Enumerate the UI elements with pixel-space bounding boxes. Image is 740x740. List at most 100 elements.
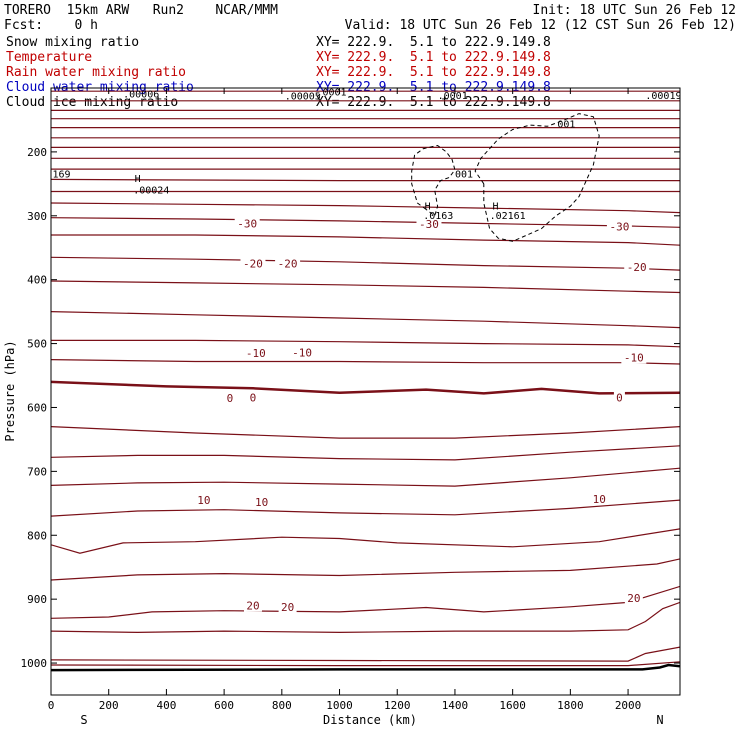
isotherm-zero-line: [51, 380, 680, 395]
x-tick-label: 1200: [384, 699, 411, 712]
x-tick-label: 1600: [499, 699, 526, 712]
header-line2-right: Valid: 18 UTC Sun 26 Feb 12 (12 CST Sun …: [344, 18, 736, 33]
isotherm-line: [51, 467, 680, 487]
temperature-label-bg: [624, 259, 650, 273]
legend-xy: XY= 222.9. 5.1 to 222.9.149.8: [316, 35, 551, 50]
legend-xy: XY= 222.9. 5.1 to 222.9.149.8: [316, 95, 551, 110]
mixing-ratio-label: H: [135, 174, 141, 185]
cloud-ice-contour: [411, 144, 456, 217]
x-tick-label: 1000: [326, 699, 353, 712]
temperature-label: 0: [250, 391, 257, 404]
y-tick-label: 500: [27, 338, 47, 351]
temperature-label: 10: [593, 493, 606, 506]
mixing-ratio-label: 001: [455, 169, 473, 180]
x-tick-label: 800: [272, 699, 292, 712]
isotherm-line: [51, 661, 680, 667]
temperature-label-bg: [247, 390, 259, 404]
temperature-label: -30: [419, 218, 439, 231]
legend-xy: XY= 222.9. 5.1 to 222.9.149.8: [316, 65, 551, 80]
mixing-ratio-label: 169: [52, 169, 70, 180]
temperature-label-bg: [240, 256, 266, 270]
mixing-ratio-label: .00024: [133, 185, 169, 196]
x-tick-label: 600: [214, 699, 234, 712]
y-tick-label: 700: [27, 465, 47, 478]
temperature-label-bg: [234, 216, 260, 230]
temperature-label: 20: [246, 600, 259, 613]
y-axis-label: Pressure (hPa): [3, 340, 17, 441]
temperature-label-bg: [624, 590, 643, 604]
y-tick-label: 800: [27, 529, 47, 542]
end-label-north: N: [656, 713, 663, 727]
mixing-ratio-label: H: [492, 201, 498, 212]
temperature-label: 0: [227, 392, 234, 405]
legend-name: Rain water mixing ratio: [6, 65, 187, 80]
x-tick-label: 1400: [442, 699, 469, 712]
isotherm-line: [51, 585, 680, 619]
x-tick-label: 2000: [615, 699, 642, 712]
x-tick-label: 0: [48, 699, 55, 712]
x-tick-label: 400: [156, 699, 176, 712]
isotherm-line: [51, 499, 680, 517]
isotherm-line: [51, 234, 680, 246]
mixing-ratio-label: H: [425, 201, 431, 212]
isotherm-line: [51, 280, 680, 294]
temperature-label-bg: [243, 346, 269, 360]
temperature-label-bg: [275, 256, 301, 270]
mixing-ratio-label: .0001: [316, 88, 346, 99]
y-tick-label: 600: [27, 401, 47, 414]
isotherm-line: [51, 311, 680, 329]
end-label-south: S: [80, 713, 87, 727]
cloud-ice-contour: [474, 113, 600, 242]
x-tick-label: 200: [99, 699, 119, 712]
y-tick-label: 1000: [21, 657, 48, 670]
temperature-label-bg: [224, 390, 236, 404]
mixing-ratio-label: .00006: [123, 90, 159, 101]
legend-name: Temperature: [6, 50, 93, 65]
isotherm-line: [51, 217, 680, 228]
header-line1-left: TORERO 15km ARW Run2 NCAR/MMM: [4, 3, 278, 18]
mixing-ratio-label: .0001: [438, 91, 468, 102]
isotherm-line: [51, 445, 680, 461]
temperature-label-bg: [252, 495, 271, 509]
isotherm-line: [51, 426, 680, 439]
temperature-label: -30: [237, 217, 257, 230]
isotherm-line: [51, 558, 680, 581]
temperature-label-bg: [243, 598, 262, 612]
surface-line: [51, 663, 680, 672]
temperature-label: -20: [278, 258, 298, 271]
header-line2-left: Fcst: 0 h: [4, 18, 98, 33]
isotherm-line: [51, 178, 680, 182]
temperature-label: -30: [609, 221, 629, 234]
temperature-label-bg: [194, 493, 213, 507]
legend-name: Snow mixing ratio: [6, 35, 140, 50]
y-tick-label: 400: [27, 274, 47, 287]
mixing-ratio-label: .0163: [423, 211, 453, 222]
isotherm-line: [51, 359, 680, 365]
temperature-label: -10: [246, 347, 266, 360]
temperature-label: 10: [197, 494, 210, 507]
x-axis-label: Distance (km): [323, 713, 417, 727]
isotherm-line: [51, 339, 680, 348]
mixing-ratio-label: 001: [557, 120, 575, 131]
header-line1-right: Init: 18 UTC Sun 26 Feb 12: [532, 3, 737, 18]
temperature-label-bg: [613, 390, 625, 404]
temperature-label: 0: [616, 391, 623, 404]
y-tick-label: 300: [27, 210, 47, 223]
temperature-label-bg: [621, 350, 647, 364]
temperature-label: -20: [243, 258, 263, 271]
temperature-label-bg: [278, 599, 297, 613]
mixing-ratio-label: .02161: [490, 211, 526, 222]
temperature-label-bg: [590, 491, 609, 505]
mixing-ratio-label: .00005: [285, 92, 321, 103]
y-tick-label: 200: [27, 146, 47, 159]
plot-frame: [50, 87, 681, 696]
temperature-label-bg: [606, 219, 632, 233]
temperature-label: -10: [624, 352, 644, 365]
legend-name: Cloud ice mixing ratio: [6, 95, 179, 110]
temperature-label: -20: [627, 261, 647, 274]
temperature-label: 10: [255, 496, 268, 509]
x-tick-label: 1800: [557, 699, 584, 712]
isotherm-line: [51, 202, 680, 214]
isotherm-line: [51, 646, 680, 662]
